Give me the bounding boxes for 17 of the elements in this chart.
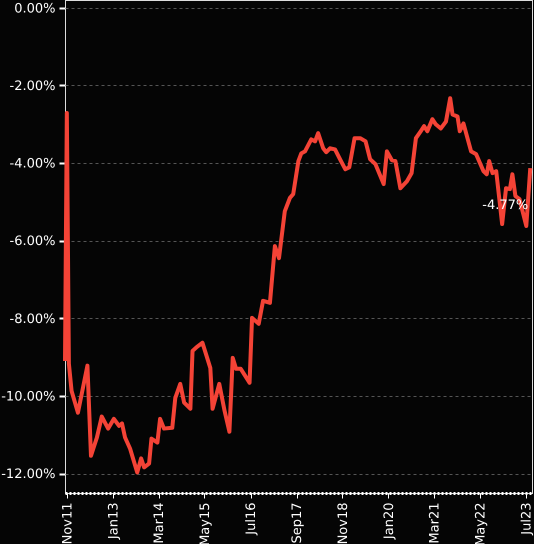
x-tick-label: Mar14 — [152, 502, 168, 544]
x-tick-label: Jan13 — [106, 502, 122, 540]
x-tick-label: Nov11 — [60, 502, 76, 544]
x-tick-label: Mar21 — [428, 502, 443, 544]
y-tick-label: -8.00% — [10, 312, 56, 327]
x-tick-label: Jan20 — [382, 502, 397, 540]
y-tick-label: -2.00% — [10, 78, 56, 94]
line-series — [63, 96, 532, 474]
x-tick-label: Jul23 — [520, 502, 535, 536]
y-tick-label: -10.00% — [1, 389, 56, 404]
x-tick-label: Sep17 — [290, 502, 306, 544]
y-tick-label: -4.00% — [10, 156, 56, 172]
x-tick-label: Nov18 — [336, 502, 351, 544]
y-tick-label: 0.00% — [14, 1, 56, 16]
y-tick-label: -12.00% — [1, 467, 56, 482]
y-tick-label: -6.00% — [10, 234, 56, 250]
x-tick-label: Jul16 — [244, 502, 260, 536]
